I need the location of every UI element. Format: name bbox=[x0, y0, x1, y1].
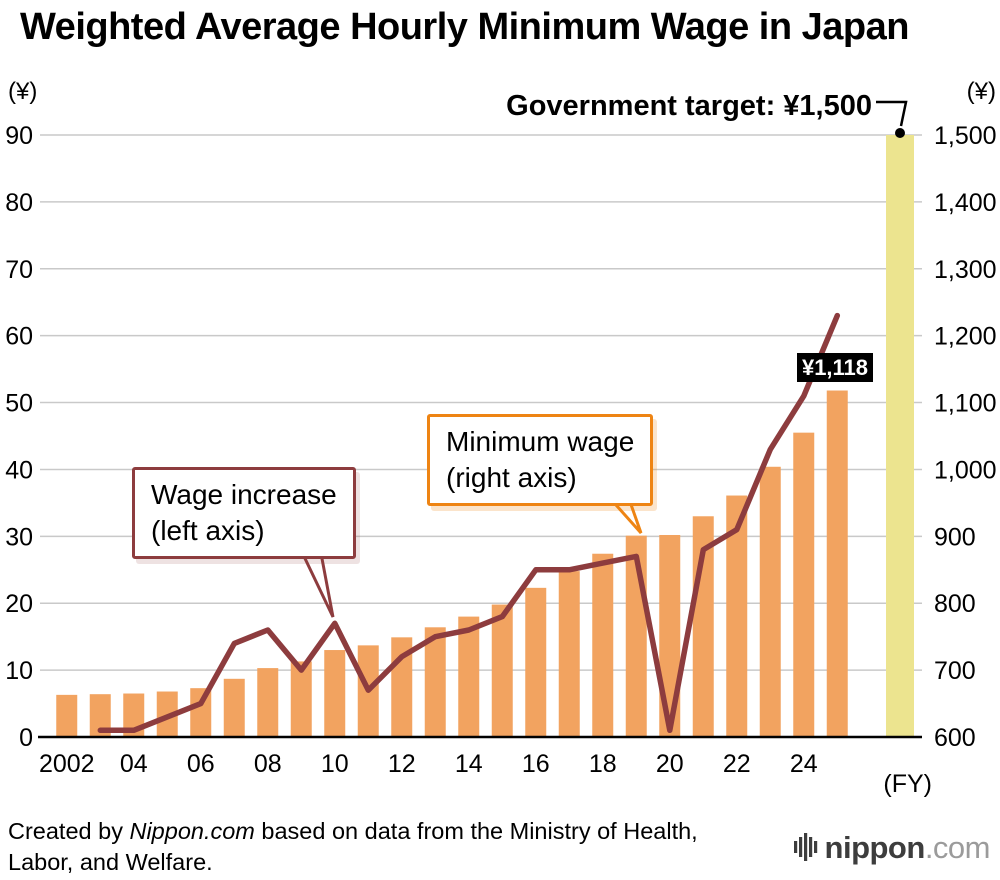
svg-text:0: 0 bbox=[19, 724, 33, 752]
target-bar bbox=[886, 135, 914, 737]
left-axis-unit: (¥) bbox=[8, 78, 38, 105]
nippon-logo-icon bbox=[793, 833, 817, 861]
svg-text:800: 800 bbox=[934, 590, 976, 618]
left-axis-ticks: 0 10 20 30 40 50 60 70 80 90 bbox=[5, 122, 33, 752]
svg-text:70: 70 bbox=[5, 256, 33, 284]
svg-text:30: 30 bbox=[5, 523, 33, 551]
source-note-suffix: based on data from the Ministry of Healt… bbox=[254, 818, 698, 844]
svg-text:06: 06 bbox=[187, 750, 215, 778]
bar-2024 bbox=[793, 432, 815, 737]
svg-text:1,500: 1,500 bbox=[934, 122, 997, 150]
svg-text:16: 16 bbox=[522, 750, 550, 778]
target-connector-line bbox=[876, 100, 908, 127]
svg-text:40: 40 bbox=[5, 456, 33, 484]
right-axis-unit: (¥) bbox=[966, 78, 996, 105]
bar-2022 bbox=[726, 495, 748, 737]
svg-text:60: 60 bbox=[5, 323, 33, 351]
bar-2010 bbox=[324, 650, 346, 737]
source-note-line2: Labor, and Welfare. bbox=[8, 849, 213, 876]
svg-text:10: 10 bbox=[321, 750, 349, 778]
svg-text:2002: 2002 bbox=[39, 750, 95, 778]
bar-2003 bbox=[89, 694, 111, 737]
bar-2008 bbox=[257, 668, 279, 737]
svg-text:80: 80 bbox=[5, 189, 33, 217]
callout-minimum-wage-line1: Minimum wage bbox=[446, 426, 635, 457]
svg-text:12: 12 bbox=[388, 750, 416, 778]
svg-text:1,400: 1,400 bbox=[934, 189, 997, 217]
bar-2015 bbox=[491, 604, 513, 737]
svg-text:24: 24 bbox=[790, 750, 818, 778]
minimum-wage-bars bbox=[56, 390, 848, 737]
source-note-line1: Created by Nippon.com based on data from… bbox=[8, 816, 698, 847]
svg-text:22: 22 bbox=[723, 750, 751, 778]
x-axis-ticks: 2002 04 06 08 10 12 14 16 18 20 22 24 bbox=[39, 750, 818, 778]
bar-2002 bbox=[56, 694, 78, 737]
svg-text:1,100: 1,100 bbox=[934, 390, 997, 418]
bar-2013 bbox=[424, 627, 446, 737]
bar-2007 bbox=[223, 678, 245, 737]
source-note: Created by Nippon.com based on data from… bbox=[8, 816, 698, 878]
bar-2016 bbox=[525, 587, 547, 737]
source-note-prefix: Created by bbox=[8, 818, 130, 844]
callout-minimum-wage-line2: (right axis) bbox=[446, 461, 577, 493]
page-title: Weighted Average Hourly Minimum Wage in … bbox=[20, 6, 909, 48]
latest-value-badge: ¥1,118 bbox=[797, 353, 873, 382]
svg-text:1,300: 1,300 bbox=[934, 256, 997, 284]
bar-2009 bbox=[290, 661, 312, 737]
svg-text:1,200: 1,200 bbox=[934, 323, 997, 351]
government-target-label: Government target: ¥1,500 bbox=[506, 90, 872, 122]
svg-text:20: 20 bbox=[5, 590, 33, 618]
bar-2023 bbox=[759, 466, 781, 737]
svg-text:600: 600 bbox=[934, 724, 976, 752]
svg-text:900: 900 bbox=[934, 523, 976, 551]
bar-2025 bbox=[826, 390, 848, 737]
svg-text:90: 90 bbox=[5, 122, 33, 150]
bar-2006 bbox=[190, 688, 212, 737]
svg-text:20: 20 bbox=[656, 750, 684, 778]
nippon-logo-text: nippon bbox=[824, 829, 926, 865]
svg-text:10: 10 bbox=[5, 657, 33, 685]
nippon-logo-tld: .com bbox=[924, 829, 991, 865]
bar-2018 bbox=[592, 553, 614, 737]
callout-minimum-wage: Minimum wage (right axis) bbox=[427, 414, 654, 506]
right-axis-ticks: 600 700 800 900 1,000 1,100 1,200 1,300 1,400 1,5… bbox=[934, 122, 997, 752]
bar-2017 bbox=[558, 571, 580, 737]
svg-text:1,000: 1,000 bbox=[934, 456, 997, 484]
source-note-brand: Nippon.com bbox=[129, 818, 255, 844]
svg-text:700: 700 bbox=[934, 657, 976, 685]
callout-wage-increase: Wage increase (left axis) bbox=[132, 467, 356, 559]
fiscal-year-label: (FY) bbox=[883, 770, 932, 798]
svg-text:14: 14 bbox=[455, 750, 483, 778]
callout-wage-increase-line2: (left axis) bbox=[151, 514, 265, 546]
svg-text:18: 18 bbox=[589, 750, 617, 778]
callout-wage-increase-line1: Wage increase bbox=[151, 479, 337, 510]
bar-2014 bbox=[458, 616, 480, 737]
bar-2020 bbox=[659, 534, 681, 737]
nippon-logo: nippon .com bbox=[793, 829, 991, 865]
svg-text:04: 04 bbox=[120, 750, 148, 778]
svg-text:50: 50 bbox=[5, 390, 33, 418]
grid-lines bbox=[40, 134, 922, 671]
svg-text:08: 08 bbox=[254, 750, 282, 778]
wage-increase-line bbox=[97, 312, 841, 734]
target-dot bbox=[895, 128, 905, 138]
